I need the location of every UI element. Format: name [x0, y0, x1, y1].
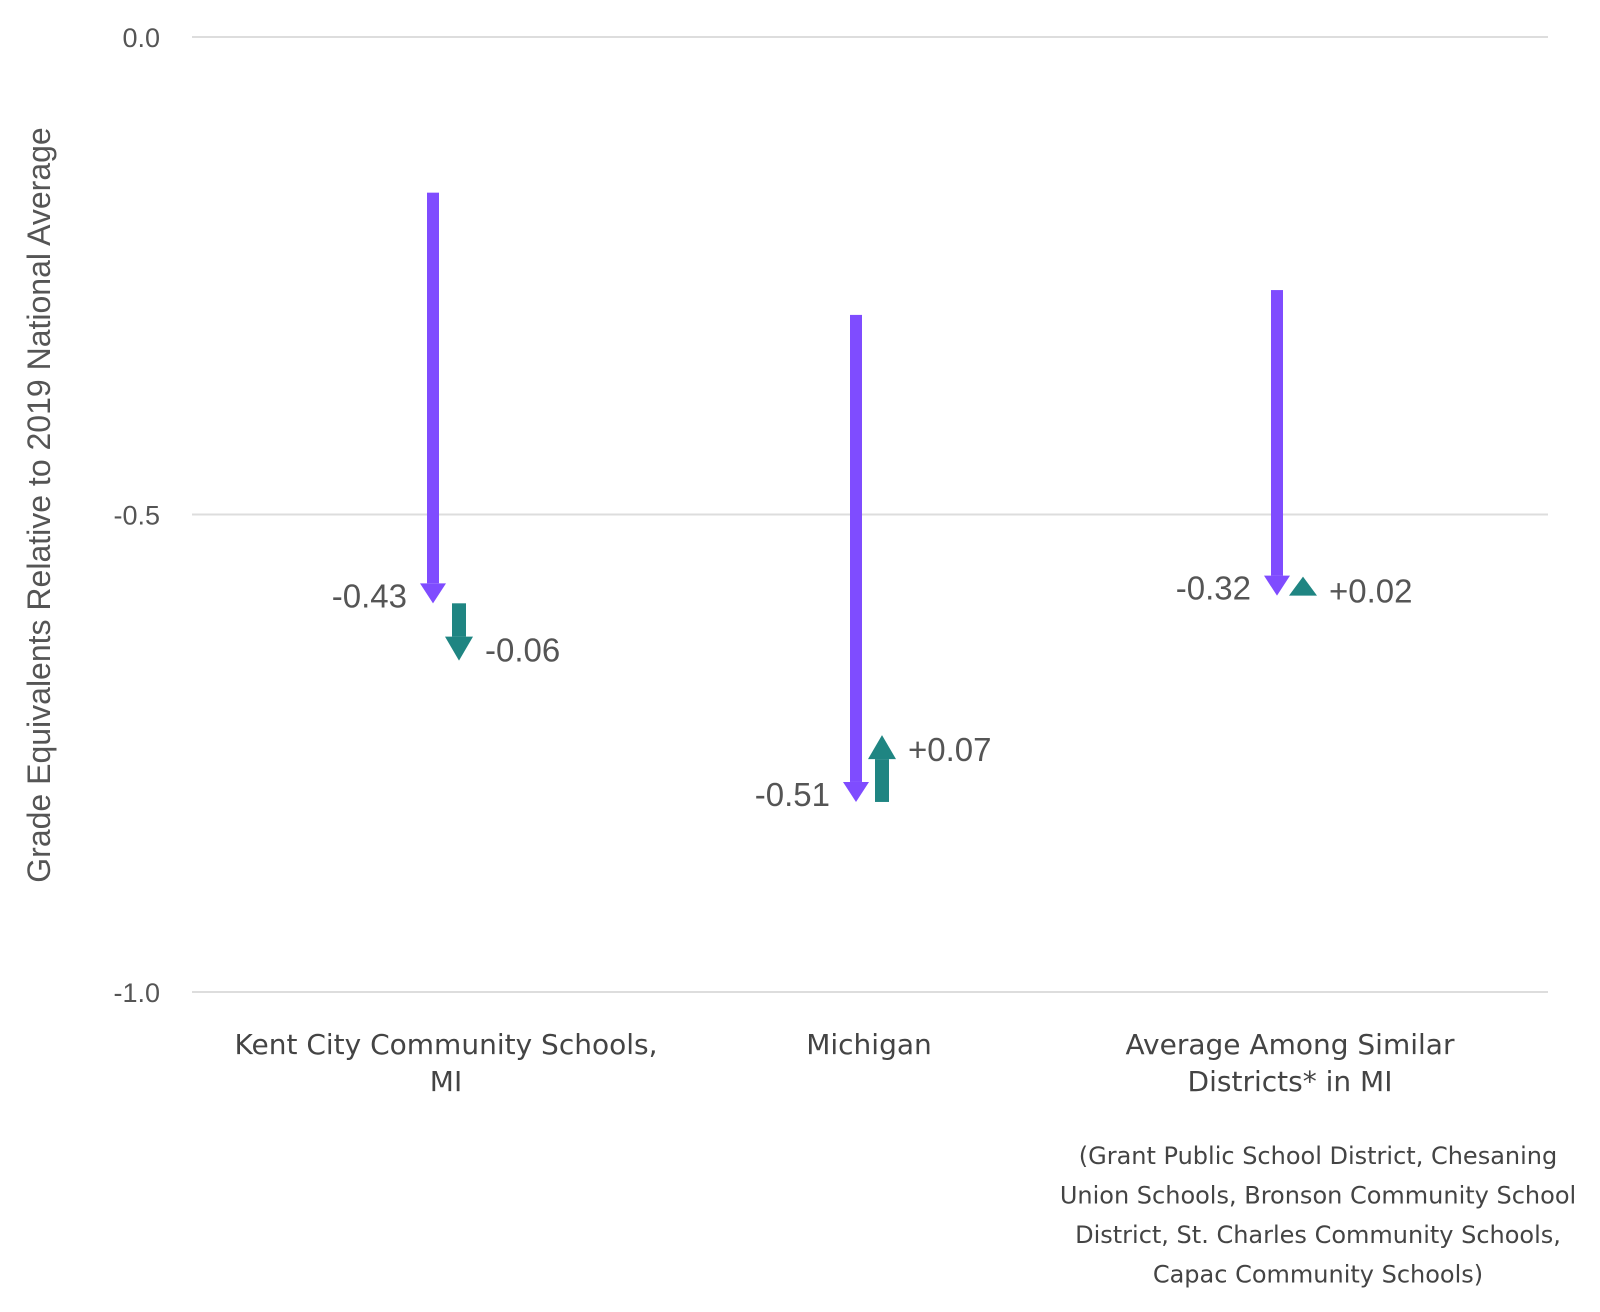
category-label: Average Among Similar — [1126, 1028, 1455, 1061]
first-change-arrow — [843, 314, 869, 802]
category-label: Districts* in MI — [1188, 1065, 1393, 1098]
y-axis-ticks: 0.0 -0.5 -1.0 — [113, 23, 160, 1008]
gridlines — [192, 36, 1548, 993]
first-change-arrow — [1264, 290, 1290, 596]
y-tick-label: -1.0 — [113, 978, 160, 1008]
y-tick-label: -0.5 — [113, 501, 160, 531]
category-labels: Kent City Community Schools, MI Michigan Av… — [235, 1028, 1577, 1289]
category-label: Kent City Community Schools, — [235, 1028, 658, 1061]
category-note: District, St. Charles Community Schools, — [1075, 1221, 1561, 1249]
first-change-arrow-head — [843, 781, 869, 802]
second-change-label: +0.02 — [1329, 573, 1413, 610]
second-change-arrow — [445, 603, 473, 661]
value-labels: -0.43 -0.06 -0.51 +0.07 -0.32 +0.02 — [332, 570, 1413, 813]
arrows — [420, 192, 1317, 802]
second-change-arrow-head — [868, 735, 896, 760]
y-axis-label: Grade Equivalents Relative to 2019 Natio… — [21, 127, 57, 882]
category-label: MI — [430, 1065, 462, 1098]
second-change-arrow — [1289, 576, 1317, 596]
first-change-arrow-shaft — [427, 192, 439, 584]
category-note: Capac Community Schools) — [1153, 1261, 1483, 1289]
first-change-arrow-head — [1264, 575, 1290, 596]
first-change-arrow-shaft — [1271, 290, 1283, 576]
first-change-arrow-head — [420, 583, 446, 604]
second-change-arrow-head — [445, 636, 473, 661]
second-change-label: +0.07 — [908, 731, 992, 768]
category-note: Union Schools, Bronson Community School — [1060, 1182, 1576, 1210]
first-change-label: -0.51 — [755, 776, 830, 813]
second-change-arrow-head — [1289, 576, 1317, 596]
second-change-arrow — [868, 735, 896, 802]
first-change-label: -0.43 — [332, 577, 407, 614]
first-change-label: -0.32 — [1176, 570, 1251, 607]
category-label: Michigan — [806, 1028, 932, 1061]
first-change-arrow-shaft — [850, 314, 862, 782]
second-change-arrow-shaft — [452, 603, 466, 637]
category-note: (Grant Public School District, Chesaning — [1079, 1142, 1557, 1170]
y-tick-label: 0.0 — [122, 23, 160, 53]
first-change-arrow — [420, 192, 446, 604]
second-change-label: -0.06 — [485, 632, 560, 669]
second-change-arrow-shaft — [875, 759, 889, 802]
